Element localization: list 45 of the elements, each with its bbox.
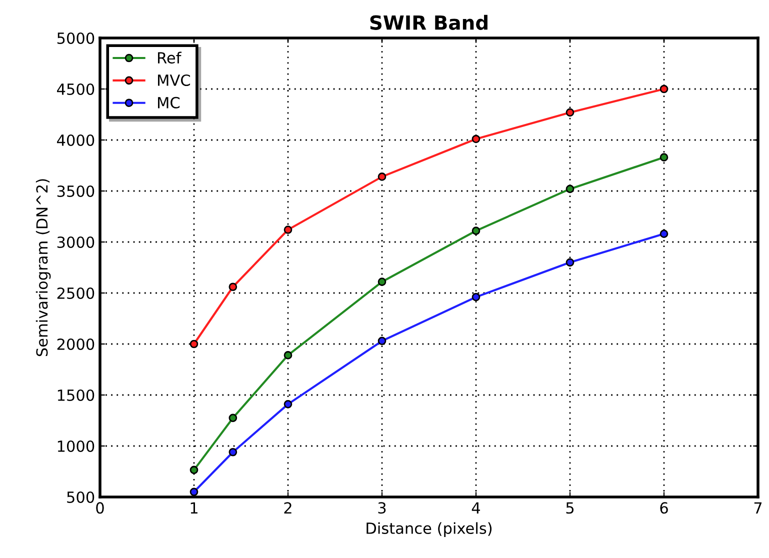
legend-label: MVC [158, 74, 190, 86]
point [228, 414, 238, 422]
point [228, 448, 238, 456]
x-tick-label: 3 [378, 502, 386, 514]
x-tick-label: 2 [284, 502, 292, 514]
point [284, 351, 292, 360]
y-tick-label: 4500 [57, 83, 94, 96]
y-tick-label: 2500 [57, 287, 94, 300]
point [190, 488, 198, 496]
point [660, 230, 668, 238]
x-tick-label: 0 [96, 502, 104, 514]
point [190, 466, 198, 474]
x-tick-label: 4 [472, 502, 480, 514]
point [284, 226, 292, 234]
x-tick-label: 5 [566, 502, 574, 514]
chart-title: SWIR Band [370, 14, 488, 30]
point [660, 153, 668, 162]
legend-label: MC [158, 96, 180, 108]
x-axis-title: Distance (pixels) [366, 522, 492, 537]
point [378, 278, 386, 286]
x-tick-label: 1 [190, 502, 198, 514]
x-tick-label: 6 [660, 502, 668, 514]
point [566, 258, 574, 267]
point [472, 134, 480, 144]
legend-label: Ref [158, 52, 182, 64]
y-tick-label: 3000 [57, 236, 94, 248]
y-tick-label: 5000 [57, 32, 94, 44]
point [660, 84, 668, 94]
point [566, 184, 574, 194]
y-tick-label: 1000 [58, 440, 94, 452]
y-tick-label: 2000 [57, 338, 94, 350]
point [566, 108, 574, 117]
y-tick-label: 1500 [58, 389, 94, 402]
y-axis-title: Semivariogram (DN^2) [36, 179, 51, 356]
point [472, 226, 480, 235]
point [378, 172, 386, 181]
y-tick-label: 3500 [57, 185, 94, 198]
point [472, 292, 480, 302]
y-tick-label: 500 [67, 491, 94, 504]
y-tick-label: 4000 [57, 134, 94, 146]
point [228, 282, 238, 292]
x-tick-label: 7 [754, 502, 762, 514]
point [190, 340, 198, 348]
point [378, 336, 386, 346]
point [284, 400, 292, 408]
